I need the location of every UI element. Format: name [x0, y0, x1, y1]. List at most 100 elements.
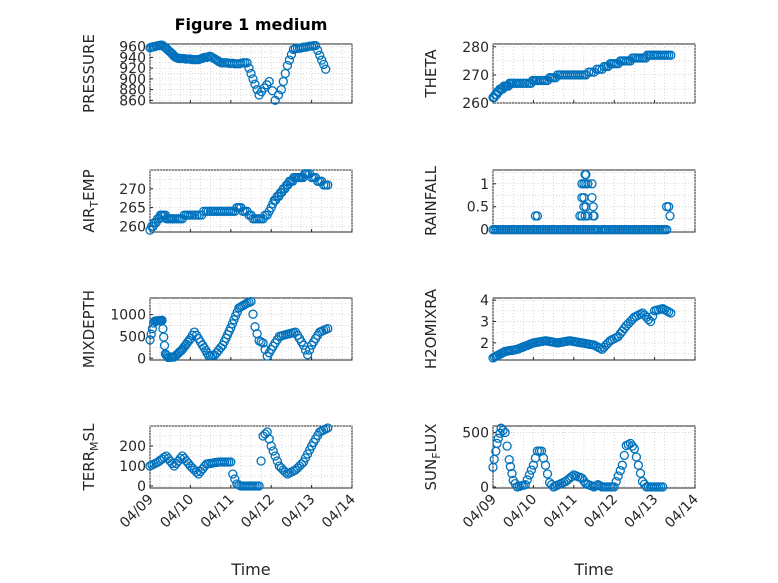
y-tick-label: 0.5 [467, 200, 489, 216]
data-point [584, 67, 594, 77]
y-tick-label: 0 [480, 223, 489, 239]
data-point [587, 192, 597, 203]
y-axis-label: AIRTEMP [80, 169, 101, 232]
data-point [619, 450, 629, 461]
subplot-bottom-left: 0 100 200 04/09 04/10 04/11 04/12 04/13 04/14 TER… [80, 423, 359, 531]
subplot-top-right: 260 270 280 THETA [422, 40, 696, 112]
data-point [248, 74, 258, 84]
data-point [304, 345, 315, 355]
data-point [302, 350, 313, 360]
data-point [300, 345, 311, 355]
data-point [192, 210, 202, 220]
data-point [629, 444, 640, 454]
data-point [581, 202, 591, 212]
y-axis-label: RAINFALL [422, 165, 440, 236]
data-point [662, 225, 672, 235]
data-point [666, 50, 676, 60]
data-point [532, 211, 543, 221]
y-axis-label: PRESSURE [80, 34, 98, 113]
x-tick-label: 04/11 [541, 492, 581, 532]
y-tick-label: 880 [119, 83, 146, 99]
data-point [581, 169, 591, 180]
y-tick-label: 0 [137, 479, 146, 495]
subplot-row2-right: 0 0.5 1 RAINFALL [422, 165, 696, 239]
data-point [664, 202, 674, 212]
x-tick-label: 04/12 [238, 492, 278, 532]
data-point [500, 427, 510, 438]
x-tick-label: 04/11 [198, 492, 238, 532]
x-tick-label: 04/10 [500, 492, 540, 532]
figure-title: Figure 1 medium [175, 15, 328, 34]
subplot-row2-left: 260 265 270 AIRTEMP [80, 169, 353, 235]
x-tick-label: 04/10 [157, 492, 197, 532]
y-tick-label: 0 [137, 351, 146, 367]
data-point [583, 179, 593, 189]
data-point [268, 446, 278, 456]
data-point [526, 465, 537, 475]
y-tick-label: 1000 [110, 308, 146, 324]
data-point [242, 58, 252, 68]
data-point [246, 68, 256, 79]
y-tick-label: 500 [462, 426, 489, 442]
data-point [666, 308, 676, 318]
data-point [631, 452, 642, 462]
data-point [611, 476, 621, 487]
data-point [310, 40, 321, 51]
x-tick-label: 04/14 [662, 491, 702, 531]
data-point [317, 55, 327, 65]
data-point [258, 338, 268, 348]
data-point [645, 316, 656, 327]
data-point [250, 79, 260, 89]
y-tick-label: 920 [119, 61, 146, 77]
data-point [199, 206, 209, 216]
y-tick-label: 860 [119, 93, 146, 109]
data-point [615, 465, 625, 476]
data-point [226, 457, 236, 467]
y-tick-label: 200 [119, 439, 146, 455]
data-point [282, 60, 293, 71]
y-tick-label: 4 [480, 293, 489, 309]
y-tick-label: 260 [462, 96, 489, 112]
data-point [515, 78, 526, 88]
data-point [187, 210, 198, 220]
data-point [266, 441, 276, 451]
y-tick-label: 3 [480, 315, 489, 331]
y-axis-label: SUNFLUX [422, 424, 443, 491]
data-point [284, 55, 295, 65]
y-tick-label: 270 [119, 182, 146, 198]
data-point [319, 59, 329, 70]
y-axis-label: MIXDEPTH [80, 290, 98, 368]
y-tick-label: 260 [119, 219, 146, 235]
y-tick-label: 500 [119, 329, 146, 345]
data-point [635, 468, 646, 478]
data-point [145, 335, 155, 345]
data-point [627, 441, 638, 451]
data-point [581, 70, 591, 80]
y-axis-label: THETA [422, 49, 440, 99]
y-axis-label: H2OMIXRA [422, 288, 440, 369]
data-point [577, 211, 587, 221]
x-tick-label: 04/09 [460, 492, 500, 532]
y-tick-label: 1 [480, 177, 489, 193]
subplot-bottom-right: 0 500 04/09 04/10 04/11 04/12 04/13 04/14 SUNFLU… [422, 424, 702, 532]
data-point [272, 456, 282, 466]
data-point [505, 461, 516, 472]
data-point [495, 428, 505, 438]
data-point [256, 337, 266, 347]
data-point [617, 460, 627, 470]
data-point [199, 343, 209, 353]
data-point [520, 480, 530, 490]
y-tick-label: 940 [119, 50, 146, 66]
subplot-row3-left: 0 500 1000 MIXDEPTH [80, 290, 353, 368]
data-point [609, 482, 619, 492]
data-point [264, 76, 274, 87]
data-point [167, 458, 177, 469]
data-point [492, 438, 502, 449]
y-tick-label: 0 [480, 480, 489, 496]
x-tick-label: 04/13 [622, 492, 662, 532]
y-tick-label: 100 [119, 459, 146, 475]
x-tick-label: 04/12 [581, 492, 621, 532]
data-point [246, 296, 256, 307]
data-point [254, 481, 264, 491]
